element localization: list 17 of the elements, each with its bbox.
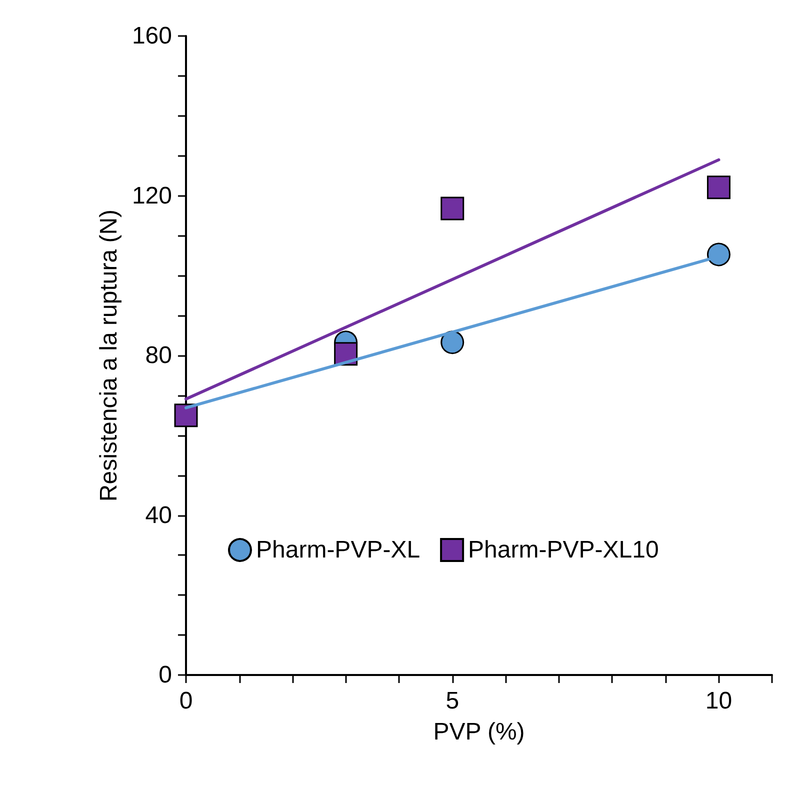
point [707,242,730,266]
x-axis-title: PVP (%) [433,718,525,746]
legend-label: Pharm-PVP-XL [256,536,420,564]
x-tick-label: 0 [179,688,193,714]
point [174,404,198,428]
legend-label: Pharm-PVP-XL10 [468,536,659,564]
y-tick-label: 120 [132,182,172,210]
y-tick-label: 160 [132,22,172,50]
y-tick-label: 40 [145,502,172,529]
y-tick-label: 80 [145,342,172,369]
y-axis-title: Resistencia a la ruptura (N) [96,209,123,502]
x-tick-label: 5 [446,688,460,714]
point [440,330,464,354]
y-tick-label: 0 [158,662,172,688]
point [706,176,730,200]
point [440,196,464,220]
x-tick-label: 10 [705,688,732,714]
